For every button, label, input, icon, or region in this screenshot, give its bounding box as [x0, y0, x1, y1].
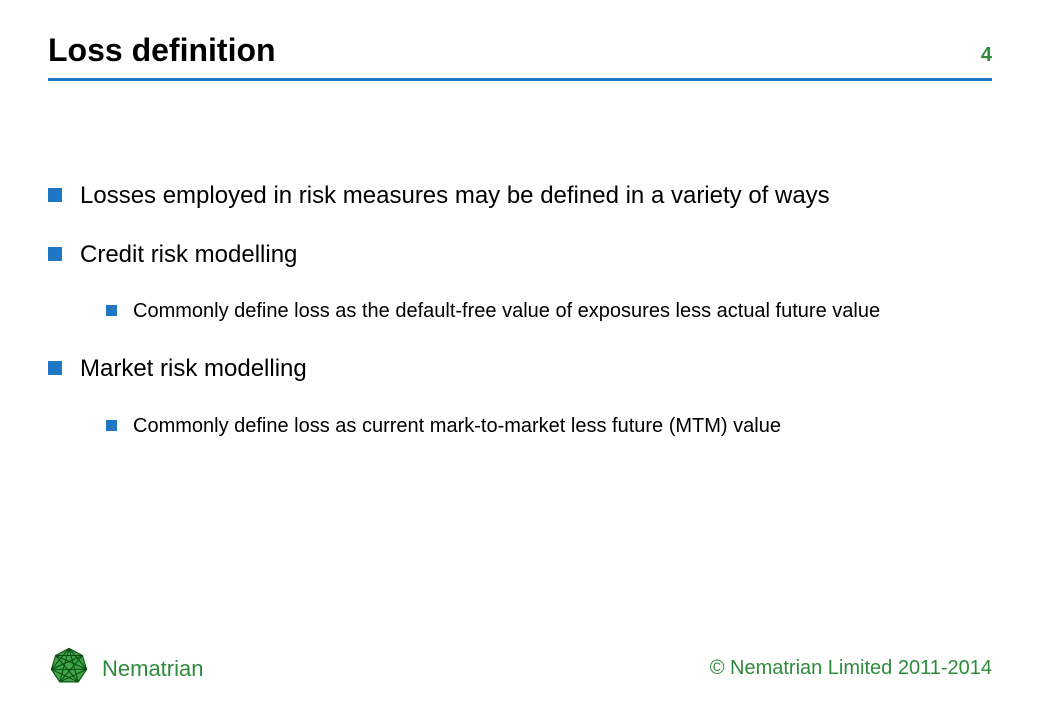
bullet-text: Credit risk modelling: [80, 239, 297, 270]
bullet-item: Credit risk modelling: [48, 239, 992, 270]
bullet-icon: [48, 188, 62, 202]
sub-bullet-icon: [106, 305, 117, 316]
slide-footer: Nematrian © Nematrian Limited 2011-2014: [48, 645, 992, 692]
copyright-text: © Nematrian Limited 2011-2014: [710, 657, 992, 680]
sub-bullet-text: Commonly define loss as current mark-to-…: [133, 413, 781, 440]
title-rule: [48, 78, 992, 81]
bullet-icon: [48, 361, 62, 375]
sub-bullet-text: Commonly define loss as the default-free…: [133, 298, 880, 325]
logo-icon: [48, 645, 90, 692]
brand-name: Nematrian: [102, 656, 203, 682]
bullet-item: Losses employed in risk measures may be …: [48, 180, 992, 211]
slide-content: Losses employed in risk measures may be …: [48, 180, 992, 468]
bullet-item: Market risk modelling: [48, 353, 992, 384]
bullet-text: Market risk modelling: [80, 353, 307, 384]
bullet-text: Losses employed in risk measures may be …: [80, 180, 830, 211]
bullet-icon: [48, 247, 62, 261]
sub-bullet-item: Commonly define loss as the default-free…: [106, 298, 992, 325]
slide-title: Loss definition: [48, 32, 276, 69]
slide-header: Loss definition 4: [48, 32, 992, 69]
sub-bullet-icon: [106, 420, 117, 431]
footer-left: Nematrian: [48, 645, 203, 692]
page-number: 4: [981, 44, 992, 67]
sub-bullet-item: Commonly define loss as current mark-to-…: [106, 413, 992, 440]
